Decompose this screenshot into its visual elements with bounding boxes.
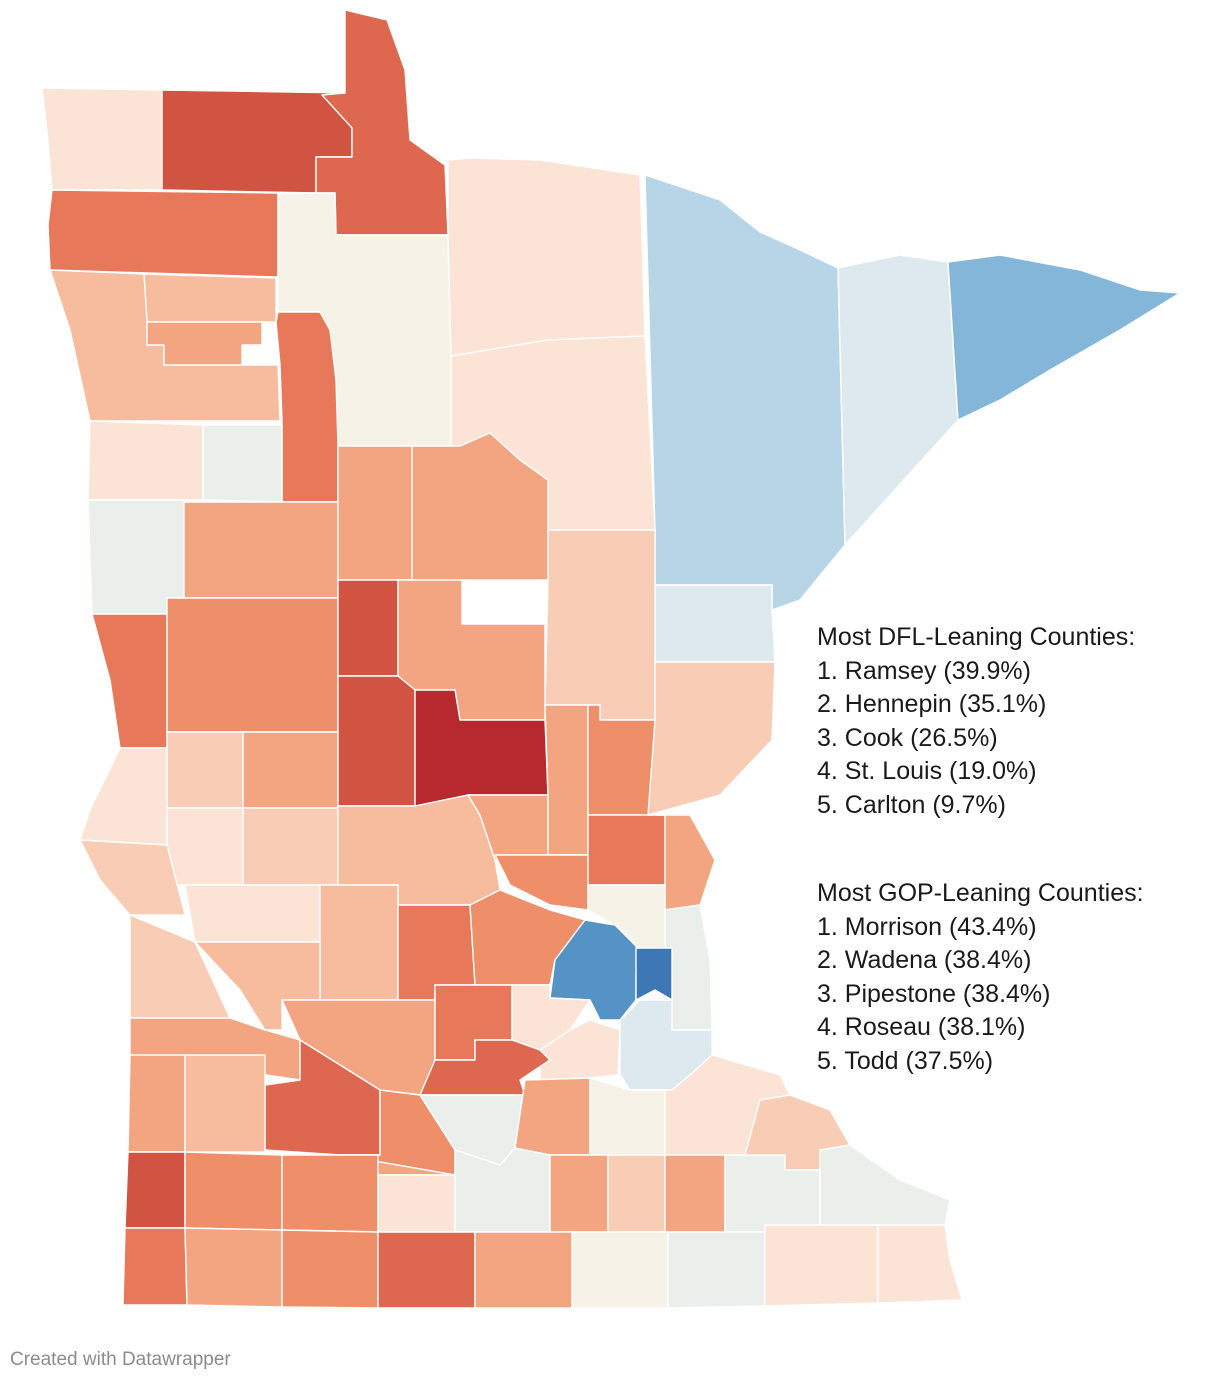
gop-leaning-panel: Most GOP-Leaning Counties: 1. Morrison (… xyxy=(817,877,1144,1078)
county-otter-tail xyxy=(166,597,339,733)
dfl-item-1: 1. Ramsey (39.9%) xyxy=(817,656,1031,685)
dfl-panel-title: Most DFL-Leaning Counties: xyxy=(817,623,1136,651)
dfl-leaning-panel: Most DFL-Leaning Counties: 1. Ramsey (39… xyxy=(817,621,1135,822)
county-douglas xyxy=(242,731,339,809)
county-clay xyxy=(87,499,185,615)
county-murray xyxy=(184,1151,283,1231)
county-isanti xyxy=(587,814,666,886)
county-dodge xyxy=(664,1154,726,1233)
dfl-item-4: 4. St. Louis (19.0%) xyxy=(817,757,1037,785)
county-swift xyxy=(184,884,321,943)
dfl-item-5: 5. Carlton (9.7%) xyxy=(817,790,1006,819)
county-becker xyxy=(183,501,339,599)
county-ramsey xyxy=(635,947,673,1001)
county-norman xyxy=(87,420,204,501)
county-grant xyxy=(166,731,244,809)
county-sibley xyxy=(419,1039,551,1096)
county-st-louis xyxy=(644,174,846,611)
county-watonwan xyxy=(377,1174,456,1233)
county-pipestone xyxy=(124,1151,186,1229)
county-waseca xyxy=(549,1154,609,1233)
county-lincoln xyxy=(127,1054,186,1153)
county-red-lake xyxy=(146,321,263,366)
county-faribault xyxy=(474,1231,573,1309)
county-pine xyxy=(647,661,776,816)
county-martin xyxy=(377,1231,476,1309)
county-wilkin xyxy=(91,613,168,749)
dfl-item-3: 3. Cook (26.5%) xyxy=(817,723,998,752)
county-pope xyxy=(242,807,339,886)
county-cook xyxy=(947,254,1181,421)
county-fillmore xyxy=(764,1224,879,1307)
county-todd xyxy=(337,675,416,807)
county-mower xyxy=(667,1231,766,1309)
county-sherburne xyxy=(494,854,589,911)
county-jackson xyxy=(281,1229,379,1309)
county-houston xyxy=(877,1224,963,1304)
county-chippewa xyxy=(194,941,321,1031)
datawrapper-credit: Created with Datawrapper xyxy=(10,1349,231,1370)
gop-item-3: 3. Pipestone (38.4%) xyxy=(817,979,1051,1008)
gop-item-2: 2. Wadena (38.4%) xyxy=(817,946,1032,974)
gop-item-1: 1. Morrison (43.4%) xyxy=(817,912,1037,941)
county-big-stone xyxy=(79,839,186,916)
county-rice xyxy=(514,1077,591,1156)
county-nobles xyxy=(184,1227,283,1308)
county-pennington xyxy=(143,273,277,323)
county-cottonwood xyxy=(281,1154,379,1233)
gop-item-4: 4. Roseau (38.1%) xyxy=(817,1013,1026,1041)
gop-item-5: 5. Todd (37.5%) xyxy=(817,1046,994,1075)
county-freeborn xyxy=(571,1231,669,1309)
county-mille-lacs xyxy=(544,704,589,856)
county-kanabec xyxy=(587,704,656,816)
county-traverse xyxy=(79,747,168,846)
county-lake xyxy=(837,254,959,546)
county-steele xyxy=(607,1154,666,1233)
county-koochiching xyxy=(447,157,646,357)
county-goodhue-west xyxy=(589,1077,666,1156)
county-wadena xyxy=(337,579,399,677)
county-marshall xyxy=(47,189,279,278)
dfl-item-2: 2. Hennepin (35.1%) xyxy=(817,690,1047,718)
county-clearwater xyxy=(275,311,339,503)
county-aitkin xyxy=(544,529,656,721)
county-lyon xyxy=(184,1054,266,1153)
county-rock xyxy=(122,1227,188,1306)
county-kandiyohi xyxy=(319,884,399,1001)
county-carlton xyxy=(654,584,776,663)
county-mahnomen xyxy=(202,424,283,503)
county-kittson xyxy=(41,87,163,191)
county-stevens xyxy=(166,807,244,886)
county-hubbard xyxy=(337,445,413,581)
county-winona xyxy=(819,1144,951,1233)
gop-panel-title: Most GOP-Leaning Counties: xyxy=(817,879,1144,907)
